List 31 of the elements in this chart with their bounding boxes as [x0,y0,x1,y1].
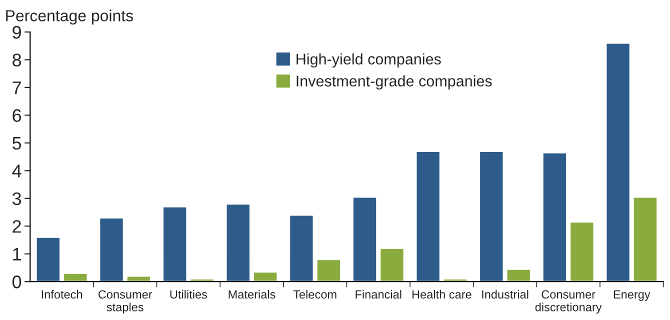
y-tick-label: 5 [12,137,22,150]
x-tick-label: Health care [412,290,472,299]
y-tick-label: 1 [13,248,21,260]
y-tick-label: 6 [12,109,22,122]
x-tick-label: Telecom [293,290,336,299]
bar [162,206,188,282]
y-tick-label: 3 [12,192,22,206]
bar [316,258,342,282]
x-tick-label: Materials [228,290,276,299]
y-tick-label: 0 [12,276,22,288]
y-tick-label: 7 [12,82,21,94]
x-tick-label: Infotech [42,290,82,299]
x-tick-label: Consumer discretionary [535,290,602,314]
bar [288,214,314,282]
x-tick-label: Energy [614,290,650,301]
y-tick-label: 4 [12,164,22,178]
bar [506,268,532,282]
bar [352,196,378,282]
x-tick-label: Financial [356,290,402,299]
y-tick-label: 9 [12,26,21,39]
legend-label: Investment-grade companies [296,75,492,90]
bar [379,248,405,282]
bar [98,217,124,282]
x-tick-label: Consumer staples [98,290,152,314]
legend-label: High-yield companies [296,53,441,68]
y-tick-label: 2 [12,220,21,233]
y-tick-label: 8 [12,54,22,66]
x-tick-label: Industrial [482,290,528,299]
y-axis-title: Percentage points [6,10,133,25]
x-tick-label: Utilities [170,290,208,299]
bar [478,150,504,282]
